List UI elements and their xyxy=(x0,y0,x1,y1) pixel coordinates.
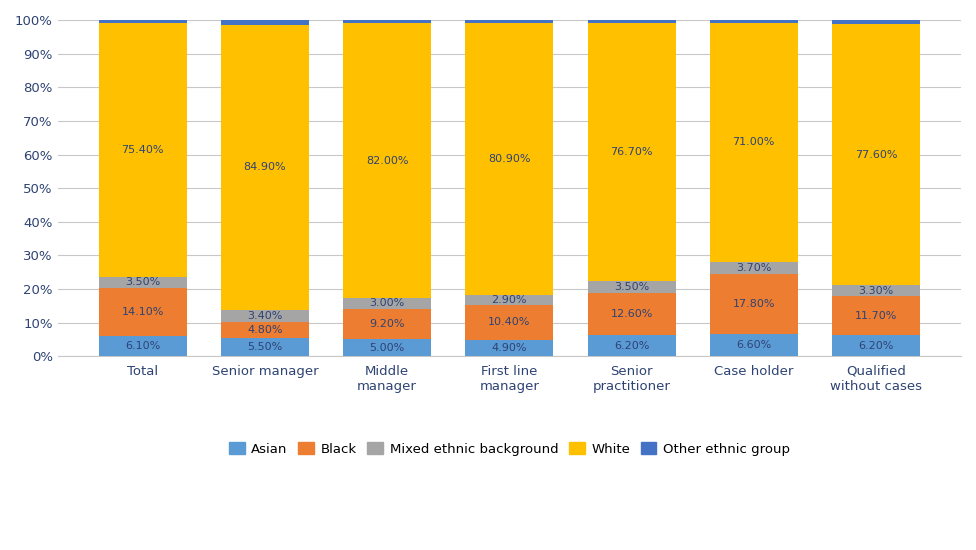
Bar xyxy=(99,288,186,336)
Bar xyxy=(344,23,431,299)
Bar xyxy=(344,339,431,356)
Text: 2.90%: 2.90% xyxy=(492,295,527,305)
Bar xyxy=(344,299,431,309)
Bar xyxy=(832,336,920,356)
Text: 6.20%: 6.20% xyxy=(858,341,894,351)
Bar xyxy=(344,20,431,23)
Text: 3.70%: 3.70% xyxy=(736,263,771,273)
Bar xyxy=(466,305,553,340)
Text: 14.10%: 14.10% xyxy=(122,307,164,317)
Text: 11.70%: 11.70% xyxy=(855,311,897,321)
Bar xyxy=(466,23,553,295)
Text: 82.00%: 82.00% xyxy=(366,156,408,166)
Text: 71.00%: 71.00% xyxy=(733,138,775,147)
Bar xyxy=(710,23,797,262)
Text: 6.60%: 6.60% xyxy=(736,340,771,350)
Bar xyxy=(466,20,553,23)
Bar xyxy=(221,338,309,356)
Bar xyxy=(588,23,675,281)
Text: 3.30%: 3.30% xyxy=(858,285,894,295)
Bar xyxy=(221,25,309,310)
Bar xyxy=(466,340,553,356)
Text: 17.80%: 17.80% xyxy=(733,299,775,309)
Bar xyxy=(710,334,797,356)
Bar xyxy=(832,24,920,285)
Bar xyxy=(832,20,920,24)
Bar xyxy=(221,20,309,25)
Bar xyxy=(710,262,797,274)
Bar xyxy=(710,274,797,334)
Bar xyxy=(588,20,675,23)
Bar xyxy=(221,310,309,322)
Bar xyxy=(99,23,186,277)
Bar xyxy=(832,285,920,296)
Text: 6.10%: 6.10% xyxy=(125,341,160,351)
Bar xyxy=(221,322,309,338)
Bar xyxy=(99,277,186,288)
Text: 3.50%: 3.50% xyxy=(125,277,160,288)
Text: 10.40%: 10.40% xyxy=(488,317,531,327)
Text: 3.00%: 3.00% xyxy=(370,299,405,309)
Text: 9.20%: 9.20% xyxy=(370,319,405,329)
Text: 5.50%: 5.50% xyxy=(247,342,283,352)
Bar xyxy=(344,309,431,339)
Text: 84.90%: 84.90% xyxy=(244,162,286,173)
Text: 5.00%: 5.00% xyxy=(370,343,405,353)
Text: 6.20%: 6.20% xyxy=(614,341,649,351)
Text: 3.50%: 3.50% xyxy=(614,282,649,292)
Bar xyxy=(588,336,675,356)
Bar xyxy=(710,20,797,23)
Text: 75.40%: 75.40% xyxy=(122,145,164,155)
Text: 4.90%: 4.90% xyxy=(492,343,527,353)
Bar xyxy=(99,336,186,356)
Text: 4.80%: 4.80% xyxy=(247,324,283,335)
Bar xyxy=(99,20,186,23)
Text: 3.40%: 3.40% xyxy=(247,311,283,321)
Bar xyxy=(588,293,675,336)
Bar xyxy=(466,295,553,305)
Text: 12.60%: 12.60% xyxy=(610,309,653,319)
Text: 80.90%: 80.90% xyxy=(488,154,531,164)
Text: 76.70%: 76.70% xyxy=(610,147,653,157)
Text: 77.60%: 77.60% xyxy=(855,150,897,160)
Bar xyxy=(832,296,920,336)
Bar xyxy=(588,281,675,293)
Legend: Asian, Black, Mixed ethnic background, White, Other ethnic group: Asian, Black, Mixed ethnic background, W… xyxy=(224,437,795,461)
